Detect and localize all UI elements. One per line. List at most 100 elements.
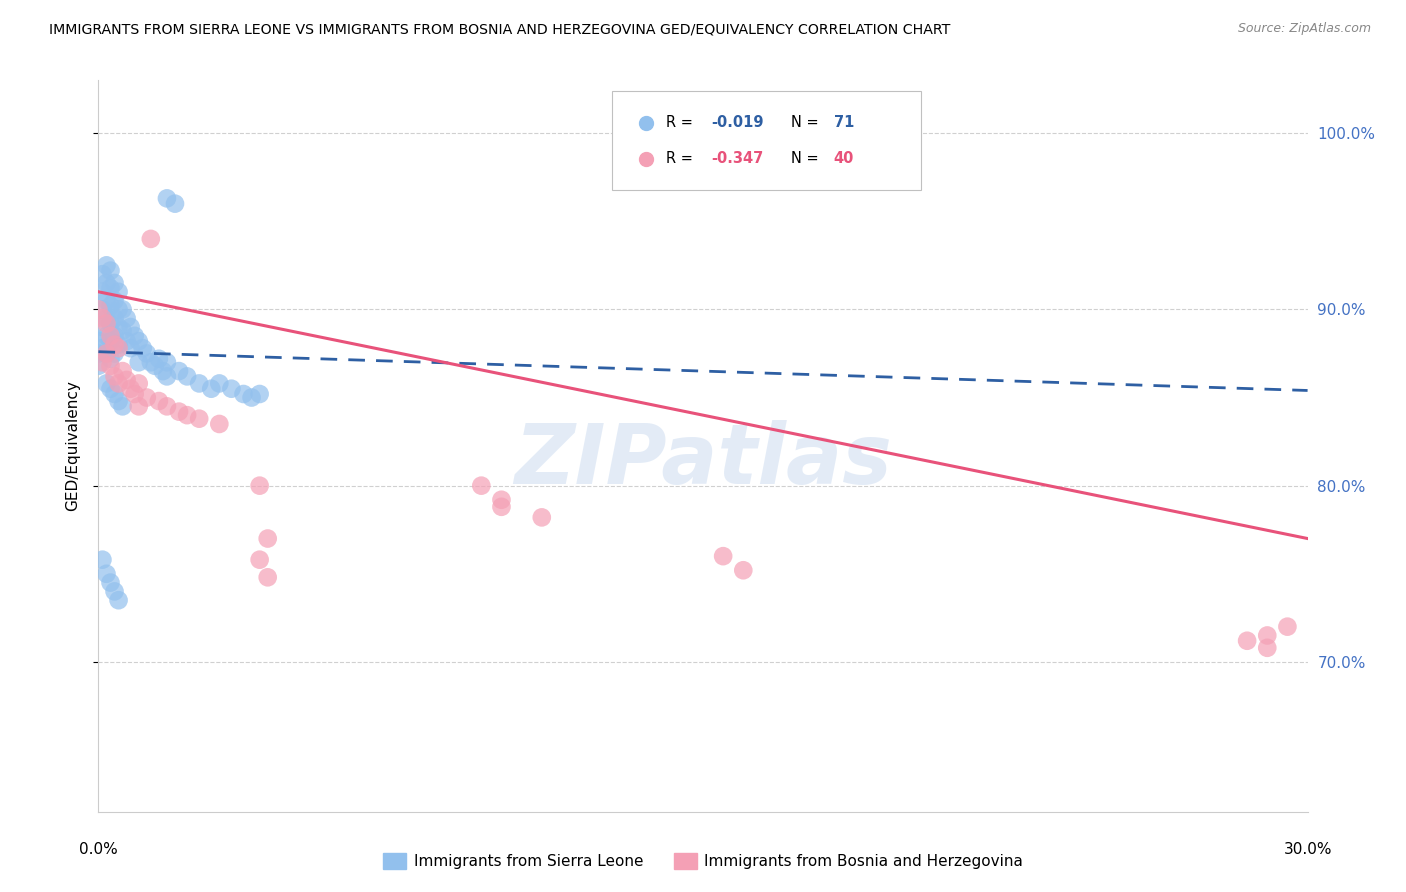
Text: 0.0%: 0.0% <box>79 842 118 857</box>
Point <box>176 369 198 384</box>
Point <box>100 281 122 295</box>
Point <box>96 329 118 343</box>
Point <box>87 302 110 317</box>
Point <box>87 334 110 348</box>
Point <box>135 391 157 405</box>
Point <box>91 355 114 369</box>
Point <box>167 404 190 418</box>
Point <box>103 329 125 343</box>
Point <box>100 382 122 396</box>
Point <box>107 337 129 351</box>
Point <box>115 334 138 348</box>
Text: 30.0%: 30.0% <box>1284 842 1331 857</box>
Point <box>107 593 129 607</box>
Text: 40: 40 <box>834 151 853 166</box>
Point <box>188 411 211 425</box>
Point <box>107 394 129 409</box>
Point <box>103 346 125 360</box>
Point <box>96 293 118 308</box>
Point <box>96 258 118 272</box>
Point <box>111 302 134 317</box>
Point <box>100 299 122 313</box>
Text: R =: R = <box>665 151 697 166</box>
Point <box>711 549 734 563</box>
Point <box>156 369 179 384</box>
Point <box>120 382 142 396</box>
Point <box>139 232 162 246</box>
Point <box>103 311 125 326</box>
Point <box>96 376 118 391</box>
Point <box>91 320 114 334</box>
Point <box>103 387 125 401</box>
Text: -0.347: -0.347 <box>711 151 763 166</box>
Point <box>103 584 125 599</box>
Point <box>100 334 122 348</box>
Point <box>156 191 179 205</box>
Point <box>103 337 125 351</box>
Point <box>208 417 231 431</box>
Legend: Immigrants from Sierra Leone, Immigrants from Bosnia and Herzegovina: Immigrants from Sierra Leone, Immigrants… <box>377 847 1029 875</box>
Point <box>100 351 122 366</box>
Point <box>103 276 125 290</box>
Point <box>692 131 714 145</box>
Point <box>249 478 271 492</box>
Point <box>156 400 179 414</box>
Point <box>1236 633 1258 648</box>
Point <box>100 575 122 590</box>
Point <box>128 355 150 369</box>
Point <box>91 311 114 326</box>
Text: 71: 71 <box>834 115 853 130</box>
Point <box>96 346 118 360</box>
Point <box>256 532 278 546</box>
Point <box>96 317 118 331</box>
Point <box>132 341 155 355</box>
Point <box>111 364 134 378</box>
Point <box>96 276 118 290</box>
Point <box>100 329 122 343</box>
Point <box>176 408 198 422</box>
Point <box>163 196 186 211</box>
Point <box>96 566 118 581</box>
Point <box>91 552 114 566</box>
Y-axis label: GED/Equivalency: GED/Equivalency <box>65 381 80 511</box>
Text: N =: N = <box>792 115 824 130</box>
Point <box>1277 620 1299 634</box>
Point <box>120 341 142 355</box>
Point <box>135 346 157 360</box>
Point <box>530 510 553 524</box>
Point <box>107 320 129 334</box>
Point <box>100 359 122 373</box>
Point <box>143 359 166 373</box>
Text: IMMIGRANTS FROM SIERRA LEONE VS IMMIGRANTS FROM BOSNIA AND HERZEGOVINA GED/EQUIV: IMMIGRANTS FROM SIERRA LEONE VS IMMIGRAN… <box>49 22 950 37</box>
Point <box>200 382 222 396</box>
Point <box>256 570 278 584</box>
Point <box>148 351 170 366</box>
Point <box>148 394 170 409</box>
Text: R =: R = <box>665 115 697 130</box>
Point <box>91 267 114 281</box>
Point <box>1256 640 1278 655</box>
Point <box>128 376 150 391</box>
Point <box>100 263 122 277</box>
Point <box>100 317 122 331</box>
Point <box>470 478 492 492</box>
FancyBboxPatch shape <box>613 91 921 190</box>
Point <box>240 391 263 405</box>
Point <box>128 400 150 414</box>
Text: ZIPatlas: ZIPatlas <box>515 420 891 501</box>
Point <box>167 364 190 378</box>
Point <box>249 552 271 566</box>
Point <box>733 563 755 577</box>
Point <box>91 341 114 355</box>
Point <box>152 364 174 378</box>
Point <box>87 359 110 373</box>
Text: N =: N = <box>792 151 824 166</box>
Point <box>96 346 118 360</box>
Point <box>107 341 129 355</box>
Text: -0.019: -0.019 <box>711 115 763 130</box>
Point <box>115 373 138 387</box>
Point <box>107 376 129 391</box>
Point <box>91 285 114 299</box>
Point <box>156 355 179 369</box>
Point <box>232 387 254 401</box>
